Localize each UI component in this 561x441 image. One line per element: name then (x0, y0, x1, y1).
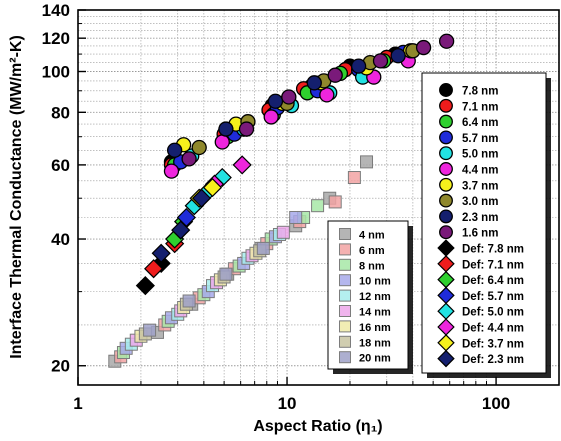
diamond-data-point (202, 177, 223, 198)
legend-marker (439, 193, 453, 208)
legend-label: Def: 6.4 nm (462, 275, 524, 287)
legend-marker (339, 274, 351, 287)
legend-label: 18 nm (359, 337, 391, 349)
legend-secondary: 4 nm 6 nm 8 nm 10 nm 12 nm 14 nm 16 nm 18 nm 20 … (327, 220, 413, 374)
diamond-data-point (171, 220, 191, 240)
square-data-point (360, 155, 374, 169)
circle-data-point (415, 39, 432, 56)
legend-marker (339, 320, 351, 333)
diamond-data-point (135, 276, 155, 296)
legend-label: 12 nm (359, 291, 391, 303)
circle-data-point (163, 163, 180, 179)
x-tick-label: 100 (482, 394, 510, 413)
legend-marker (439, 209, 453, 224)
legend-label: 4.4 nm (462, 165, 498, 177)
diamond-data-point (232, 155, 252, 175)
legend-label: 5.0 nm (462, 149, 498, 161)
legend-label: 3.7 nm (462, 180, 498, 192)
legend-label: Def: 7.8 nm (462, 244, 524, 256)
circle-data-point (218, 121, 234, 137)
legend-marker (339, 305, 351, 317)
circle-data-point (181, 151, 197, 167)
legend-label: 5.7 nm (462, 133, 498, 145)
legend-marker (339, 228, 351, 240)
legend-marker (439, 225, 453, 240)
legend-marker (339, 258, 351, 271)
square-data-point (143, 323, 157, 337)
legend-label: 14 nm (359, 307, 391, 319)
y-axis-label: Interface Thermal Conductance (MW/m²-K) (8, 35, 25, 359)
square-data-point (311, 199, 325, 213)
circle-data-point (263, 109, 279, 125)
legend-label: 6 nm (359, 245, 385, 257)
y-tick-label: 60 (51, 156, 70, 175)
circle-data-point (306, 75, 322, 91)
circle-data-point (191, 139, 207, 156)
square-data-point (328, 195, 342, 209)
y-tick-label: 20 (51, 357, 70, 376)
legend-label: Def: 3.7 nm (462, 338, 524, 350)
x-axis-label: Aspect Ratio (η₁) (253, 418, 382, 435)
legend-label: 7.8 nm (462, 86, 498, 98)
circle-data-point (372, 53, 389, 69)
circle-data-point (327, 67, 343, 83)
circle-data-point (281, 89, 297, 105)
circle-data-point (214, 134, 230, 150)
square-data-point (347, 171, 361, 185)
y-tick-label: 40 (51, 230, 70, 249)
diamond-data-point (151, 243, 171, 263)
legend-marker (439, 146, 453, 161)
legend-marker (439, 177, 453, 192)
legend-label: Def: 4.4 nm (462, 323, 524, 335)
square-data-point (289, 210, 303, 224)
data-points (108, 33, 455, 368)
diamond-data-point (144, 259, 164, 279)
plot-frame (77, 9, 560, 386)
legend-marker (339, 351, 351, 364)
square-data-point (256, 241, 270, 255)
legend-label: Def: 2.3 nm (462, 354, 524, 366)
legend-label: 4 nm (359, 230, 385, 242)
legend-label: 6.4 nm (462, 117, 498, 129)
legend-marker (439, 162, 453, 176)
legend-main: 7.8 nm 7.1 nm 6.4 nm 5.7 nm 5.0 nm 4.4 nm 3.7 … (421, 72, 551, 378)
y-tick-label: 140 (42, 1, 70, 20)
legend-label: Def: 5.0 nm (462, 307, 524, 319)
y-tick-label: 80 (51, 103, 70, 122)
legend-label: 16 nm (359, 322, 391, 334)
diamond-data-point (191, 188, 212, 208)
circle-data-point (267, 93, 284, 109)
legend-label: 8 nm (359, 260, 385, 272)
legend-marker (439, 83, 453, 97)
legend-label: 3.0 nm (462, 196, 498, 208)
circle-data-point (390, 48, 406, 64)
circle-data-point (167, 142, 183, 158)
x-tick-label: 10 (278, 394, 297, 413)
legend-label: 1.6 nm (462, 228, 498, 240)
legend-marker (437, 349, 455, 368)
legend-label: 7.1 nm (462, 101, 498, 113)
legend-marker (439, 98, 453, 113)
legend-label: 2.3 nm (462, 212, 498, 224)
square-data-point (219, 267, 233, 281)
square-data-point (182, 294, 196, 308)
legend-marker (339, 289, 351, 302)
legend-marker (339, 335, 351, 348)
circle-data-point (438, 33, 455, 49)
circle-data-point (350, 58, 367, 74)
square-data-point (276, 225, 290, 239)
legend-label: Def: 5.7 nm (462, 291, 524, 303)
axis-ticks: 1 10 100 20 40 60 80 100 120 140 (42, 1, 560, 413)
legend-label: 20 nm (359, 353, 391, 365)
legend-marker (439, 114, 453, 129)
legend-label: Def: 7.1 nm (462, 259, 524, 271)
legend-label: 10 nm (359, 276, 391, 288)
x-tick-label: 1 (73, 394, 82, 413)
y-tick-label: 100 (42, 63, 70, 82)
circle-data-point (238, 121, 255, 137)
legend-marker (339, 243, 351, 256)
y-tick-label: 120 (42, 29, 70, 48)
legend-marker (439, 130, 453, 145)
